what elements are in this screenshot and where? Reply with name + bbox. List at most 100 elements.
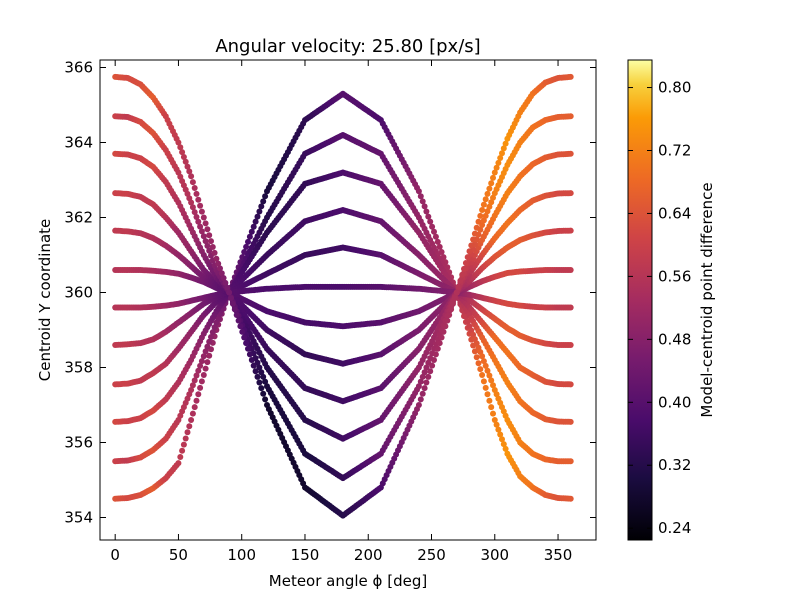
- scatter-point: [246, 233, 253, 240]
- scatter-point: [224, 284, 231, 291]
- scatter-point: [180, 441, 187, 448]
- scatter-point: [256, 379, 263, 386]
- scatter-point: [488, 404, 495, 411]
- scatter-point: [243, 340, 250, 347]
- scatter-point: [480, 217, 487, 224]
- scatter-point: [204, 343, 211, 350]
- scatter-point: [191, 185, 198, 191]
- scatter-point: [567, 342, 574, 348]
- colorbar-tick-label: 0.32: [658, 456, 691, 474]
- scatter-point: [206, 232, 213, 239]
- scatter-point: [254, 213, 261, 220]
- scatter-point: [484, 367, 491, 374]
- scatter-point: [415, 402, 422, 408]
- scatter-point: [567, 381, 574, 388]
- scatter-point: [461, 265, 467, 272]
- scatter-point: [468, 242, 475, 249]
- scatter-point: [490, 382, 496, 389]
- scatter-point: [245, 345, 251, 352]
- scatter-point: [226, 289, 233, 296]
- scatter-point: [502, 140, 509, 147]
- x-axis-label: Meteor angle ϕ [deg]: [269, 572, 427, 590]
- scatter-point: [421, 385, 428, 392]
- scatter-point: [175, 139, 182, 146]
- scatter-point: [188, 173, 195, 180]
- scatter-point: [482, 212, 489, 219]
- scatter-point: [484, 190, 491, 197]
- scatter-point: [446, 312, 453, 318]
- scatter-point: [417, 378, 424, 385]
- scatter-point: [235, 317, 242, 324]
- scatter-point: [486, 397, 493, 404]
- y-tick-label: 354: [64, 509, 93, 527]
- scatter-point: [453, 289, 460, 296]
- scatter-point: [471, 348, 478, 355]
- scatter-point: [197, 384, 204, 391]
- x-tick-label: 0: [110, 546, 120, 564]
- scatter-point: [250, 362, 257, 369]
- y-axis-label: Centroid Y coordinate: [36, 219, 54, 382]
- scatter-point: [480, 358, 487, 365]
- scatter-point: [431, 228, 437, 235]
- scatter-point: [231, 306, 238, 313]
- scatter-point: [419, 198, 426, 205]
- x-tick-label: 200: [354, 546, 383, 564]
- chart-title: Angular velocity: 25.80 [px/s]: [215, 36, 480, 57]
- scatter-point: [477, 212, 484, 219]
- y-tick-label: 356: [64, 434, 93, 452]
- scatter-point: [455, 283, 462, 290]
- scatter-point: [184, 163, 191, 170]
- scatter-point: [466, 248, 473, 255]
- scatter-point: [425, 213, 432, 220]
- scatter-point: [423, 364, 430, 371]
- y-tick-label: 360: [64, 284, 93, 302]
- scatter-point: [204, 242, 211, 249]
- scatter-point: [258, 385, 265, 392]
- scatter-point: [229, 300, 236, 307]
- scatter-point: [191, 209, 198, 216]
- colorbar: [627, 59, 653, 541]
- scatter-point: [241, 334, 248, 341]
- scatter-point: [233, 312, 240, 318]
- scatter-point: [490, 194, 496, 201]
- scatter-point: [488, 180, 495, 187]
- scatter-point: [202, 348, 209, 355]
- scatter-point: [567, 495, 574, 502]
- scatter-point: [191, 404, 198, 411]
- scatter-point: [448, 306, 455, 313]
- scatter-point: [421, 203, 428, 210]
- scatter-point: [197, 362, 204, 369]
- y-tick-label: 364: [64, 134, 93, 152]
- scatter-point: [479, 372, 486, 378]
- scatter-point: [193, 397, 200, 404]
- x-tick-label: 300: [480, 546, 509, 564]
- scatter-point: [438, 334, 445, 341]
- colorbar-tick-label: 0.80: [658, 79, 691, 97]
- scatter-points: [112, 73, 574, 519]
- scatter-point: [177, 144, 184, 151]
- scatter-point: [206, 352, 213, 359]
- y-tick-label: 358: [64, 359, 93, 377]
- scatter-point: [567, 304, 574, 311]
- scatter-point: [484, 208, 491, 215]
- scatter-point: [262, 396, 269, 403]
- scatter-point: [200, 353, 207, 360]
- scatter-point: [189, 382, 196, 389]
- scatter-point: [421, 369, 428, 376]
- scatter-point: [499, 436, 505, 443]
- scatter-point: [206, 338, 213, 345]
- scatter-point: [258, 369, 265, 376]
- scatter-point: [198, 358, 205, 365]
- scatter-point: [200, 233, 207, 240]
- scatter-point: [182, 158, 189, 165]
- scatter-point: [567, 150, 574, 157]
- scatter-point: [213, 255, 220, 262]
- scatter-point: [252, 218, 259, 225]
- scatter-point: [429, 223, 436, 230]
- scatter-point: [228, 295, 234, 302]
- scatter-point: [248, 357, 255, 363]
- scatter-point: [193, 214, 200, 220]
- scatter-point: [432, 351, 439, 358]
- scatter-point: [434, 345, 441, 352]
- colorbar-tick-label: 0.40: [658, 393, 691, 411]
